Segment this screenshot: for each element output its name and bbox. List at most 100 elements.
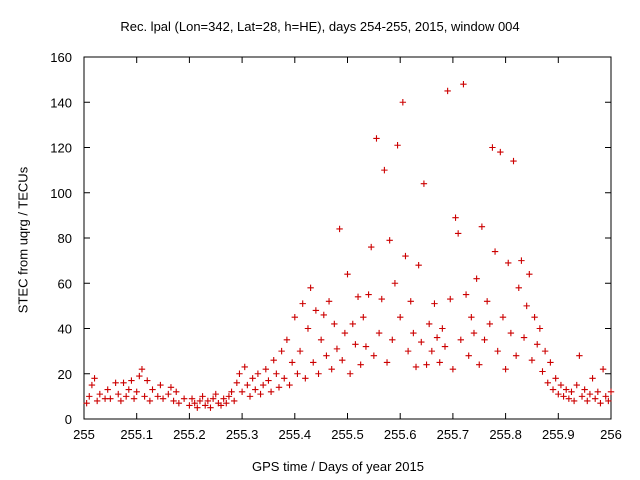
- x-tick-label: 256: [600, 427, 622, 442]
- data-point: [365, 291, 372, 298]
- data-point: [138, 366, 146, 373]
- data-point: [173, 388, 180, 396]
- data-point: [531, 313, 538, 321]
- data-point: [404, 347, 412, 355]
- y-tick-label: 140: [50, 95, 72, 110]
- data-point: [209, 395, 217, 402]
- data-point: [391, 280, 399, 287]
- data-point: [331, 320, 338, 328]
- data-point: [310, 359, 317, 366]
- data-point: [534, 341, 541, 348]
- data-point: [249, 375, 256, 382]
- data-point: [394, 142, 401, 149]
- data-point: [223, 399, 230, 407]
- data-point: [441, 343, 449, 350]
- data-point: [373, 135, 380, 142]
- data-point: [159, 395, 167, 402]
- data-point: [196, 397, 204, 405]
- data-point: [207, 404, 214, 411]
- data-point: [144, 377, 151, 384]
- data-point: [368, 243, 375, 251]
- data-point: [259, 381, 267, 389]
- data-point: [93, 397, 101, 405]
- plot-frame: [83, 56, 612, 420]
- data-point: [354, 293, 362, 301]
- data-point: [386, 237, 393, 244]
- data-point: [549, 386, 557, 393]
- data-point: [204, 397, 212, 405]
- data-point: [278, 347, 285, 355]
- data-point: [296, 347, 304, 355]
- data-point: [344, 271, 351, 278]
- data-point: [478, 223, 486, 230]
- data-point: [510, 157, 517, 165]
- data-point: [122, 393, 130, 400]
- y-axis-label: STEC from uqrg / TECUs: [15, 166, 31, 314]
- data-point: [252, 386, 259, 393]
- data-point: [199, 393, 206, 400]
- x-axis-label: GPS time / Days of year 2015: [252, 459, 424, 474]
- data-point: [130, 395, 138, 402]
- data-point: [370, 352, 378, 359]
- data-point: [578, 393, 586, 400]
- data-point: [304, 325, 312, 332]
- data-point: [439, 325, 446, 332]
- data-point: [352, 341, 359, 348]
- data-point: [307, 284, 314, 291]
- data-point: [447, 295, 454, 303]
- x-tick-label: 255.4: [279, 427, 312, 442]
- data-point: [165, 390, 172, 398]
- data-point: [191, 399, 198, 407]
- data-point: [91, 375, 98, 382]
- data-point: [489, 144, 496, 151]
- data-point: [154, 393, 161, 400]
- data-point: [605, 397, 612, 405]
- data-point: [325, 298, 333, 305]
- data-point: [412, 363, 420, 371]
- data-point: [86, 393, 93, 400]
- data-point: [96, 390, 104, 398]
- data-point: [565, 395, 573, 402]
- data-point: [486, 320, 493, 328]
- data-point: [449, 366, 457, 373]
- data-point: [602, 393, 609, 400]
- data-point: [362, 343, 370, 350]
- data-point: [188, 395, 196, 402]
- data-point: [460, 80, 467, 88]
- x-tick-label: 255.8: [489, 427, 522, 442]
- x-tick-label: 255.1: [120, 427, 153, 442]
- data-point: [436, 359, 443, 366]
- data-point: [349, 320, 356, 328]
- data-point: [599, 366, 607, 373]
- data-point: [357, 361, 364, 368]
- x-tick-label: 255.2: [173, 427, 206, 442]
- data-point: [317, 336, 325, 344]
- data-point: [576, 352, 583, 359]
- data-point: [146, 397, 154, 405]
- data-point: [420, 180, 428, 187]
- data-point: [230, 397, 238, 405]
- data-point: [125, 386, 132, 393]
- data-point: [555, 390, 562, 398]
- data-point: [275, 384, 283, 391]
- data-point: [541, 347, 549, 355]
- data-point: [591, 395, 599, 402]
- data-point: [117, 397, 125, 405]
- data-point: [212, 390, 219, 398]
- data-point: [333, 345, 341, 353]
- data-point: [536, 325, 544, 332]
- data-point: [454, 230, 462, 237]
- data-point: [339, 356, 346, 364]
- data-point: [107, 395, 114, 402]
- data-point: [328, 366, 335, 373]
- data-point: [594, 388, 602, 396]
- data-point: [494, 347, 501, 355]
- data-point: [418, 338, 425, 346]
- data-point: [141, 393, 148, 400]
- data-point: [431, 300, 438, 307]
- data-point: [291, 313, 298, 321]
- data-point: [444, 87, 451, 95]
- data-point: [170, 397, 177, 405]
- data-point: [375, 329, 383, 337]
- x-tick-label: 255.6: [384, 427, 417, 442]
